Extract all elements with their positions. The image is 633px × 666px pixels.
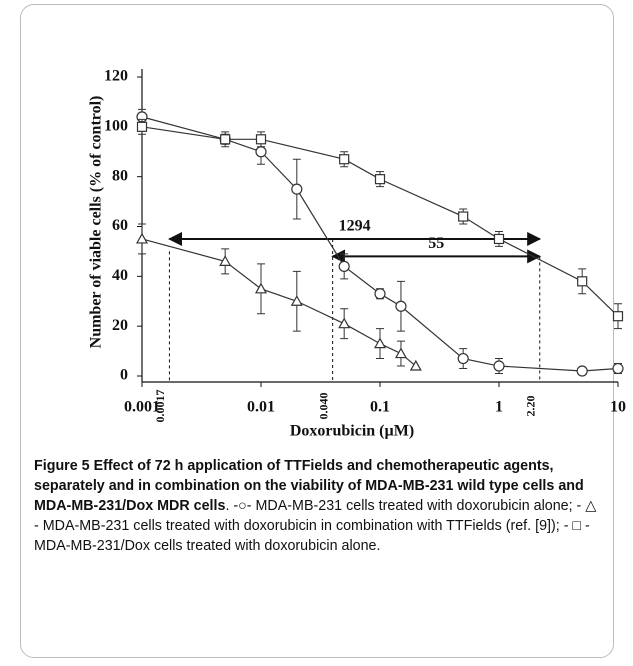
data-point xyxy=(338,260,350,272)
data-point xyxy=(136,121,148,132)
arrow-label: 55 xyxy=(428,235,444,252)
data-point xyxy=(255,146,267,158)
data-point xyxy=(457,352,469,365)
y-tick-label: 40 xyxy=(112,267,128,284)
data-point xyxy=(493,360,505,372)
data-point xyxy=(409,359,422,371)
y-tick-label: 100 xyxy=(104,118,128,135)
data-point xyxy=(612,311,624,322)
caption-text: . -○- MDA-MB-231 cells treated with doxo… xyxy=(34,498,597,554)
y-tick-label: 120 xyxy=(104,68,128,85)
data-point xyxy=(493,233,505,245)
data-point xyxy=(338,317,351,329)
data-point xyxy=(219,255,232,266)
data-point xyxy=(374,288,386,300)
data-point xyxy=(373,337,387,349)
reference-label: 0.0017 xyxy=(153,390,167,423)
data-point xyxy=(576,365,588,377)
x-axis-label: Doxorubicin (µM) xyxy=(290,423,414,440)
caption-title: Figure 5 Effect of 72 h application of T… xyxy=(34,458,584,514)
figure-frame xyxy=(20,4,614,658)
data-point xyxy=(135,232,149,244)
data-point xyxy=(374,174,386,185)
data-point xyxy=(339,154,350,165)
y-axis-label: Number of viable cells (% of control) xyxy=(88,96,105,349)
x-tick-label: 0.01 xyxy=(247,399,275,416)
data-point xyxy=(255,134,267,145)
reference-label: 2.20 xyxy=(523,396,537,417)
data-point xyxy=(220,134,231,145)
caption: Figure 5 Effect of 72 h application of T… xyxy=(34,456,604,556)
y-tick-label: 20 xyxy=(112,317,128,334)
data-point xyxy=(290,295,303,306)
data-point xyxy=(458,211,469,222)
x-tick-label: 0.1 xyxy=(370,399,390,416)
y-tick-label: 60 xyxy=(112,217,128,234)
data-point xyxy=(577,276,588,287)
series-line xyxy=(141,126,619,317)
reference-label: 0.040 xyxy=(316,393,330,420)
x-tick-label: 0.001 xyxy=(124,399,160,416)
arrow-label: 1294 xyxy=(339,218,371,235)
x-tick-label: 1 xyxy=(495,399,503,416)
data-point xyxy=(395,300,407,312)
data-point xyxy=(291,183,303,195)
data-point xyxy=(394,347,407,359)
x-tick-label: 10 xyxy=(610,399,626,416)
y-tick-label: 80 xyxy=(112,167,128,184)
data-point xyxy=(254,282,268,294)
y-tick-label: 0 xyxy=(120,367,128,384)
data-point xyxy=(612,362,624,375)
chart: Doxorubicin (µM) Number of viable cells … xyxy=(88,68,626,440)
